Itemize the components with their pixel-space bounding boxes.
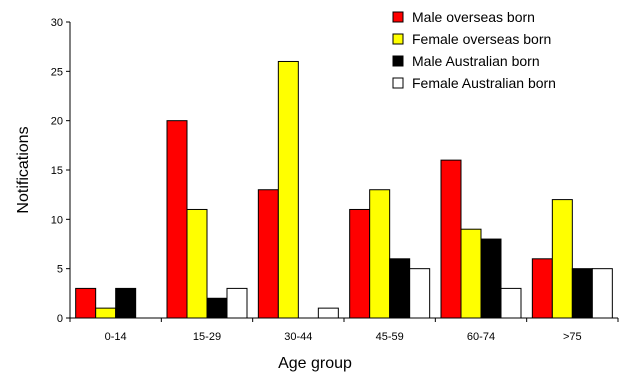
y-axis-ticks: 0 5 10 15 20 25 30 <box>51 17 70 325</box>
bar <box>317 307 339 319</box>
x-tick-label: 60-74 <box>467 331 495 343</box>
legend-swatch <box>392 11 404 23</box>
bar <box>277 60 299 319</box>
bar <box>409 268 431 319</box>
bar <box>226 287 248 319</box>
bar <box>369 189 391 319</box>
bar <box>591 268 613 319</box>
y-axis-title: Notifications <box>15 126 32 213</box>
legend: Male overseas born Female overseas born Ma… <box>392 9 556 91</box>
x-tick-label: 30-44 <box>284 331 312 343</box>
x-tick-label: >75 <box>563 331 582 343</box>
bar <box>349 208 371 319</box>
legend-swatch <box>392 55 404 67</box>
y-tick-label: 15 <box>51 165 63 177</box>
bar <box>480 238 502 319</box>
bar <box>166 120 188 319</box>
y-tick-label: 5 <box>57 264 63 276</box>
bar <box>531 258 553 319</box>
legend-swatch <box>392 33 404 45</box>
y-tick-label: 20 <box>51 116 63 128</box>
legend-label: Male Australian born <box>412 53 540 69</box>
bar <box>115 287 137 319</box>
bar <box>571 268 593 319</box>
bar <box>257 189 279 319</box>
y-tick-label: 30 <box>51 17 63 29</box>
x-axis-title: Age group <box>278 355 352 372</box>
y-tick-label: 25 <box>51 66 63 78</box>
bar <box>206 297 228 319</box>
bar <box>440 159 462 319</box>
bar <box>500 287 522 319</box>
bar <box>551 199 573 319</box>
x-tick-label: 0-14 <box>105 331 127 343</box>
y-tick-label: 0 <box>57 313 63 325</box>
x-tick-label: 15-29 <box>193 331 221 343</box>
bar <box>75 287 97 319</box>
legend-label: Female overseas born <box>412 31 551 47</box>
legend-label: Male overseas born <box>412 9 535 25</box>
x-tick-label: 45-59 <box>376 331 404 343</box>
bar <box>186 208 208 319</box>
plot-area <box>75 60 613 319</box>
bar <box>389 258 411 319</box>
y-tick-label: 10 <box>51 214 63 226</box>
bar <box>95 307 117 319</box>
legend-label: Female Australian born <box>412 75 556 91</box>
legend-swatch <box>392 77 404 89</box>
bar <box>460 228 482 319</box>
x-axis-ticks: 0-14 15-29 30-44 45-59 60-74 >75 <box>69 318 619 343</box>
